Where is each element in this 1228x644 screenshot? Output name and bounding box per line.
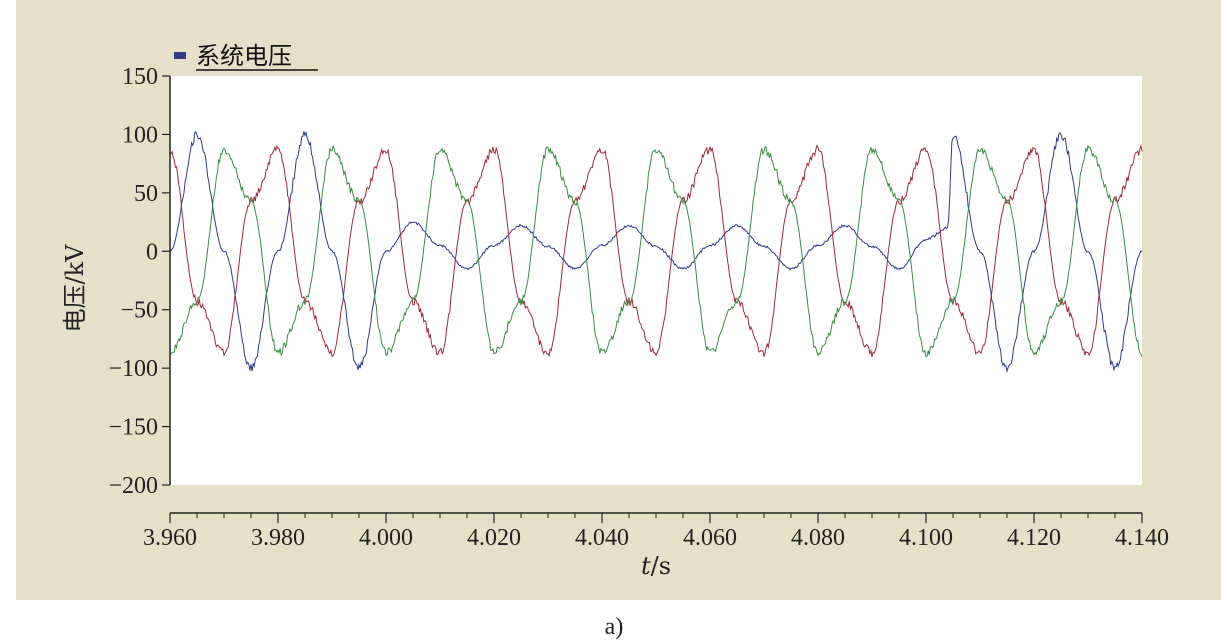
legend-swatch <box>174 52 186 59</box>
y-tick-label: 150 <box>122 64 158 90</box>
x-tick-label: 4.120 <box>1007 525 1061 551</box>
legend: 系统电压 <box>174 42 318 71</box>
y-tick-label: 100 <box>122 122 158 148</box>
voltage-chart: 150 100 50 0 −50 −100 −150 −200 3.960 3.980 4.000 4… <box>61 42 1169 580</box>
chart-panel: 150 100 50 0 −50 −100 −150 −200 3.960 3.980 4.000 4… <box>16 0 1221 600</box>
legend-label: 系统电压 <box>196 42 292 70</box>
y-tick-label: −50 <box>120 298 158 324</box>
x-tick-label: 4.100 <box>899 525 953 551</box>
x-tick-label: 4.000 <box>359 525 413 551</box>
x-tick-label: 4.080 <box>791 525 845 551</box>
y-tick-label: 50 <box>134 181 158 207</box>
x-tick-label: 4.140 <box>1115 525 1169 551</box>
y-axis-title: 电压/kV <box>61 244 89 333</box>
x-tick-label: 3.960 <box>143 525 197 551</box>
y-tick-label: −200 <box>108 473 158 499</box>
x-axis-unit: /s <box>651 552 671 580</box>
x-tick-label: 4.060 <box>683 525 737 551</box>
x-axis-var: t <box>641 552 651 580</box>
x-tick-label: 4.040 <box>575 525 629 551</box>
x-tick-label: 4.020 <box>467 525 521 551</box>
series-line-2 <box>169 143 1143 358</box>
figure-caption: a) <box>604 614 624 640</box>
axes-layer: 150 100 50 0 −50 −100 −150 −200 3.960 3.980 4.000 4… <box>108 64 1169 551</box>
y-tick-label: −150 <box>108 415 158 441</box>
y-tick-label: −100 <box>108 356 158 382</box>
series-layer <box>169 130 1143 373</box>
x-axis-title: t/s <box>641 552 671 580</box>
y-tick-label: 0 <box>146 239 158 265</box>
plot-area <box>170 76 1142 485</box>
series-line-3 <box>169 144 1143 358</box>
x-tick-label: 3.980 <box>251 525 305 551</box>
series-line-1 <box>169 130 1143 373</box>
